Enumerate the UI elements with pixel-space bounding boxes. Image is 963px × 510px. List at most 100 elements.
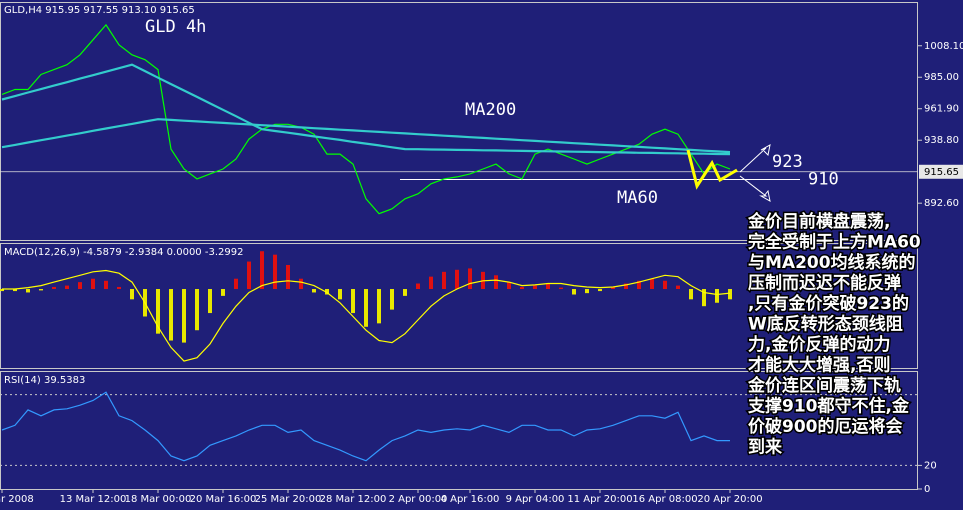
y-tick-label: 0 <box>924 484 930 495</box>
histogram-bar <box>715 289 719 303</box>
annotation-line: 完全受制于上方MA60 <box>748 232 921 253</box>
series-line <box>1 391 730 462</box>
x-tick-label: 16 Apr 08:00 <box>632 494 697 505</box>
annotation-line: 压制而迟迟不能反弹 <box>748 273 901 294</box>
last-price-box <box>919 164 963 179</box>
series-label: MA200 <box>465 100 516 120</box>
rsi-title: RSI(14) 39.5383 <box>4 375 85 386</box>
price-frame <box>0 2 918 241</box>
histogram-bar <box>507 282 511 290</box>
level-label: 923 <box>772 152 803 172</box>
arrow-up <box>739 144 771 173</box>
histogram-bar <box>546 283 550 290</box>
x-tick-label: 20 Apr 20:00 <box>697 494 762 505</box>
y-tick-label: 1008.10 <box>924 41 963 52</box>
histogram-bar <box>520 286 524 290</box>
annotation-line: 支撑910都守不住,金 <box>748 396 910 417</box>
histogram-bar <box>273 254 277 290</box>
arrows <box>739 144 771 202</box>
histogram-bar <box>676 285 680 290</box>
histogram-bar <box>0 289 4 292</box>
histogram-bar <box>338 289 342 300</box>
histogram-bar <box>598 289 602 292</box>
annotation-line: W底反转形态颈线阻 <box>748 314 903 335</box>
x-tick-label: 11 Apr 20:00 <box>567 494 632 505</box>
series-line <box>1 118 731 154</box>
histogram-bar <box>533 285 537 290</box>
series-line <box>1 63 731 156</box>
histogram-bar <box>455 269 459 290</box>
annotation-line: 才能大大增强,否则 <box>748 355 890 376</box>
macd-frame <box>0 243 918 369</box>
histogram-bar <box>234 278 238 290</box>
y-tick-label: 938.80 <box>924 135 959 146</box>
histogram-bar <box>702 289 706 307</box>
histogram-bar <box>442 271 446 290</box>
x-tick-label: 9 Apr 04:00 <box>506 494 565 505</box>
histogram-bar <box>260 251 264 290</box>
arrow-down <box>739 175 771 202</box>
x-tick-label: 18 Mar 00:00 <box>125 494 192 505</box>
histogram-bar <box>156 289 160 334</box>
histogram-bar <box>637 280 641 290</box>
histogram-bar <box>65 285 69 290</box>
series-label: MA60 <box>617 188 658 208</box>
annotation: 金价目前横盘震荡,完全受制于上方MA60与MA200均线系统的压制而迟迟不能反弹… <box>746 210 923 460</box>
histogram-bar <box>351 289 355 314</box>
histogram-bar <box>390 289 394 310</box>
y-tick-label: 985.00 <box>924 72 959 83</box>
histogram-bar <box>117 286 121 290</box>
histogram-bar <box>39 289 43 291</box>
annotation-line: 力,金价反弹的动力 <box>748 334 890 355</box>
histogram-bar <box>91 278 95 290</box>
histogram-bar <box>26 289 30 293</box>
signal-line <box>2 269 731 362</box>
histogram-bar <box>195 289 199 331</box>
x-tick-label: 25 Mar 20:00 <box>255 494 322 505</box>
histogram-bar <box>650 278 654 290</box>
histogram-bar <box>325 289 329 295</box>
histogram-bar <box>624 283 628 290</box>
histogram-bar <box>689 289 693 300</box>
histogram-bar <box>572 289 576 295</box>
histogram-bar <box>299 278 303 290</box>
w-pattern <box>686 149 738 190</box>
rsi-frame <box>0 371 918 490</box>
histogram-bar <box>403 289 407 296</box>
histogram-bar <box>221 289 225 296</box>
x-tick-label: 10 Mar 2008 <box>0 494 34 505</box>
histogram-bar <box>728 289 732 300</box>
histogram-bar <box>13 289 17 292</box>
histogram-bar <box>377 289 381 324</box>
x-tick-label: 2 Apr 00:00 <box>389 494 448 505</box>
histogram-bar <box>78 282 82 290</box>
histogram-bar <box>169 289 173 341</box>
histogram-bar <box>104 280 108 290</box>
annotation-line: 与MA200均线系统的 <box>748 252 916 273</box>
y-tick-label: 961.90 <box>924 104 959 115</box>
histogram-bar <box>182 289 186 343</box>
x-tick-label: 4 Apr 16:00 <box>441 494 500 505</box>
histogram-bar <box>364 289 368 327</box>
annotation-line: 金价连区间震荡下轨 <box>747 375 901 396</box>
annotation-line: 价破900的厄运将会 <box>748 416 903 437</box>
histogram-bar <box>429 276 433 290</box>
panel-frames <box>0 2 918 490</box>
x-tick-label: 20 Mar 16:00 <box>190 494 257 505</box>
y-tick-label: 20 <box>924 460 937 471</box>
histogram-bar <box>208 289 212 314</box>
x-tick-label: 13 Mar 12:00 <box>60 494 127 505</box>
histogram-bar <box>286 264 290 290</box>
histogram-bar <box>585 289 589 294</box>
level-label: 910 <box>808 169 839 189</box>
histogram-bar <box>494 275 498 290</box>
series-line <box>1 23 731 215</box>
histogram-bar <box>130 289 134 300</box>
histogram-bar <box>312 289 316 293</box>
histogram-bar <box>611 286 615 290</box>
last-price-label: 915.65 <box>924 167 959 178</box>
x-tick-label: 28 Mar 12:00 <box>320 494 387 505</box>
chart-subtitle: GLD,H4 915.95 917.55 913.10 915.65 <box>4 5 195 16</box>
